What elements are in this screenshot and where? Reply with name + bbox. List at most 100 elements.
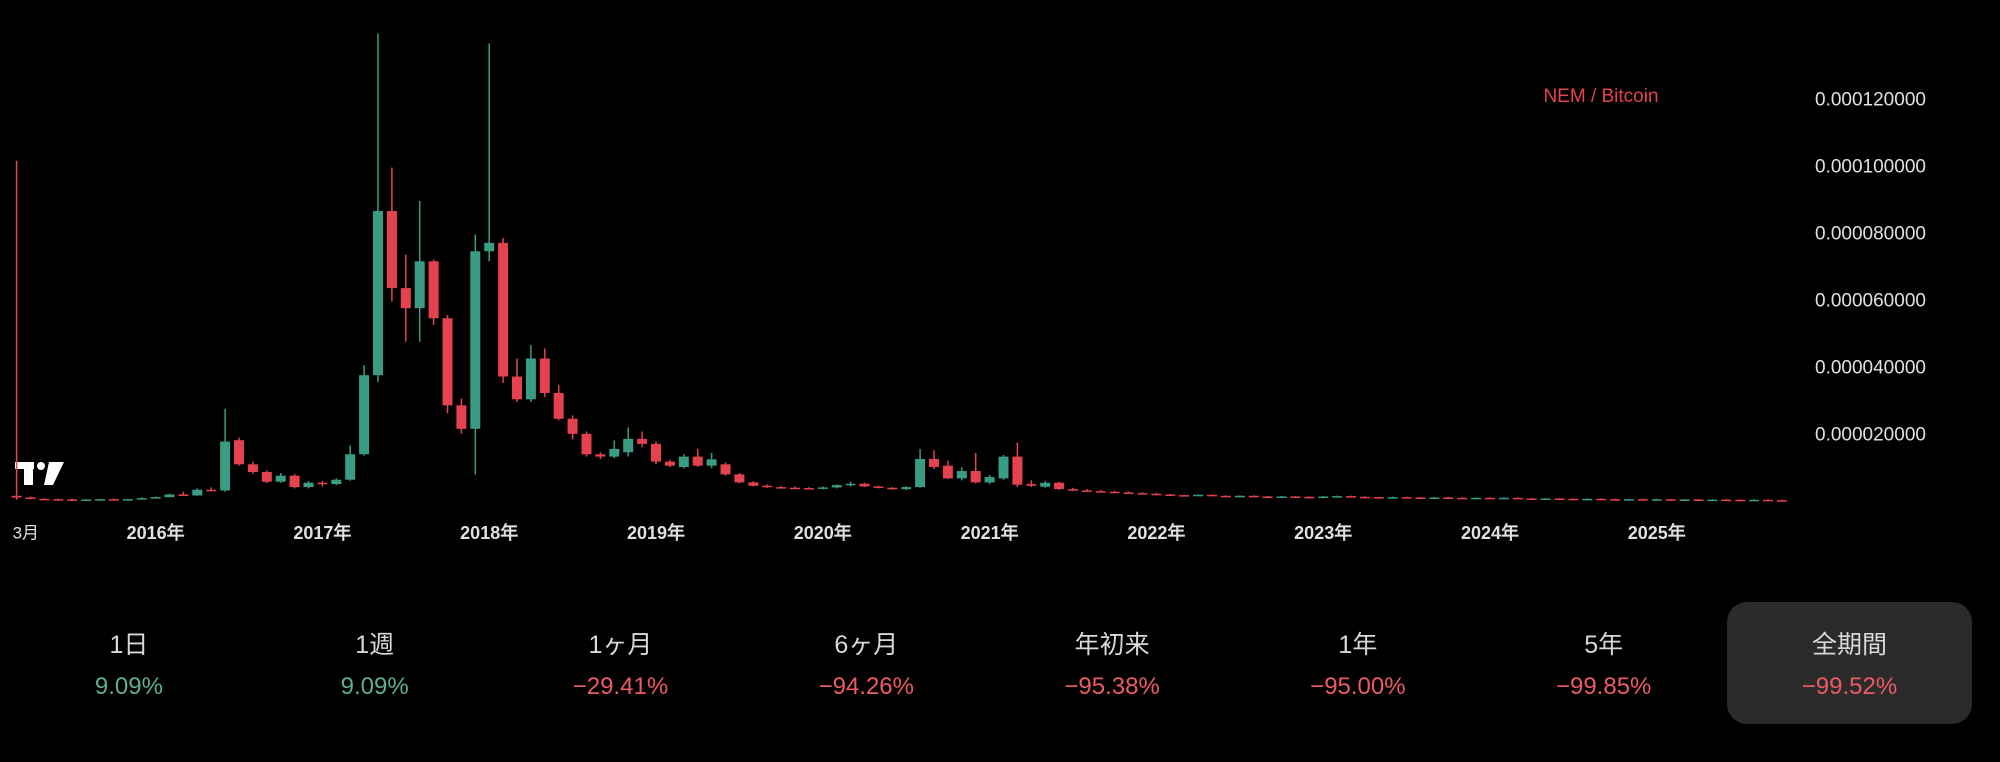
candle-body <box>67 499 78 501</box>
x-tick-label: 2024年 <box>1461 522 1519 543</box>
candle-body <box>873 486 884 488</box>
candle-body <box>664 461 675 466</box>
y-tick-label: 0.000100000 <box>1815 157 1926 178</box>
period-change: −95.00% <box>1310 673 1406 700</box>
period-button[interactable]: 全期間 −99.52% <box>1726 602 1973 724</box>
period-label: 年初来 <box>1074 631 1150 659</box>
candle-body <box>428 261 439 319</box>
candle-body <box>1582 498 1593 501</box>
candle-body <box>887 487 898 490</box>
candle-body <box>831 485 842 488</box>
candle-body <box>803 488 814 490</box>
candle-body <box>122 499 133 501</box>
candle-body <box>1776 500 1787 502</box>
period-button[interactable]: 1年 −95.00% <box>1235 602 1481 724</box>
period-change: −94.26% <box>818 673 914 700</box>
candle-body <box>442 318 453 406</box>
candle-body <box>859 483 870 487</box>
candle-body <box>1276 496 1287 498</box>
period-change: −99.85% <box>1555 673 1652 700</box>
candle-body <box>929 458 939 467</box>
period-change: −99.52% <box>1801 673 1898 700</box>
candle-body <box>11 495 22 498</box>
candle-body <box>567 418 578 434</box>
candle-body <box>1026 484 1037 486</box>
candle-body <box>498 242 509 377</box>
candle-body <box>623 438 634 453</box>
candle-body <box>1081 490 1092 492</box>
x-tick-label: 3月 <box>13 523 39 542</box>
candle-body <box>261 472 272 482</box>
candle-body <box>373 211 383 376</box>
period-button[interactable]: 1ヶ月 −29.41% <box>498 602 744 724</box>
candle-body <box>456 405 467 429</box>
candle-body <box>1387 497 1398 499</box>
candle-body <box>1318 496 1329 498</box>
tradingview-logo <box>15 462 64 485</box>
x-tick-label: 2022年 <box>1127 522 1185 543</box>
candle-body <box>484 242 495 252</box>
candle-body <box>956 471 967 479</box>
period-change: 9.09% <box>94 673 163 700</box>
candle-body <box>609 448 620 457</box>
period-label: 1週 <box>355 631 395 659</box>
candle-body <box>275 475 286 482</box>
candle-body <box>1373 497 1384 499</box>
candle-body <box>53 499 64 501</box>
candle-body <box>748 482 759 486</box>
period-button[interactable]: 1週 9.09% <box>252 602 498 724</box>
candle-body <box>734 474 745 483</box>
candle-body <box>81 499 92 501</box>
candle-body <box>970 471 981 483</box>
x-tick-label: 2025年 <box>1628 522 1686 543</box>
candle-body <box>845 483 856 486</box>
candle-body <box>1359 496 1370 499</box>
candle-body <box>1290 496 1301 498</box>
candle-body <box>178 494 189 496</box>
period-label: 1日 <box>109 631 149 659</box>
candle-body <box>1054 482 1065 490</box>
series-legend: NEM / Bitcoin <box>1543 86 1658 107</box>
candle-body <box>1346 496 1356 498</box>
candle-body <box>678 456 689 467</box>
candle-body <box>1151 493 1162 496</box>
candle-body <box>1749 499 1760 502</box>
candle-body <box>1707 499 1718 502</box>
candle-body <box>1332 496 1343 498</box>
candle-body <box>1137 493 1148 495</box>
candle-body <box>414 261 425 309</box>
candle-body <box>386 211 397 289</box>
candle-body <box>192 489 203 496</box>
candle-body <box>331 479 342 485</box>
period-button[interactable]: 年初来 −95.38% <box>989 602 1235 724</box>
candle-body <box>1193 494 1204 497</box>
candle-body <box>1234 495 1245 498</box>
candle-body <box>1568 498 1579 501</box>
candle-body <box>1679 499 1690 501</box>
period-button[interactable]: 1日 9.09% <box>6 602 252 724</box>
candle-body <box>637 438 648 444</box>
period-button[interactable]: 5年 −99.85% <box>1481 602 1727 724</box>
period-label: 6ヶ月 <box>834 631 899 659</box>
candle-body <box>1624 499 1634 501</box>
candle-body <box>539 358 550 393</box>
candle-body <box>1262 496 1273 498</box>
candle-body <box>1123 492 1134 494</box>
period-button[interactable]: 6ヶ月 −94.26% <box>743 602 989 724</box>
candle-body <box>303 482 314 488</box>
candle-body <box>1665 499 1676 501</box>
candle-body <box>39 498 50 501</box>
candle-body <box>150 497 161 499</box>
candle-body <box>553 392 564 419</box>
y-tick-label: 0.000120000 <box>1815 90 1926 111</box>
candle-body <box>1415 497 1426 499</box>
candle-body <box>720 464 731 475</box>
candle-body <box>234 440 244 465</box>
candle-body <box>1512 497 1523 500</box>
candle-body <box>762 485 773 488</box>
candle-body <box>247 464 258 473</box>
candle-body <box>942 465 953 479</box>
candle-body <box>1429 497 1440 499</box>
x-tick-label: 2021年 <box>961 522 1019 543</box>
candle-body <box>1109 491 1120 494</box>
